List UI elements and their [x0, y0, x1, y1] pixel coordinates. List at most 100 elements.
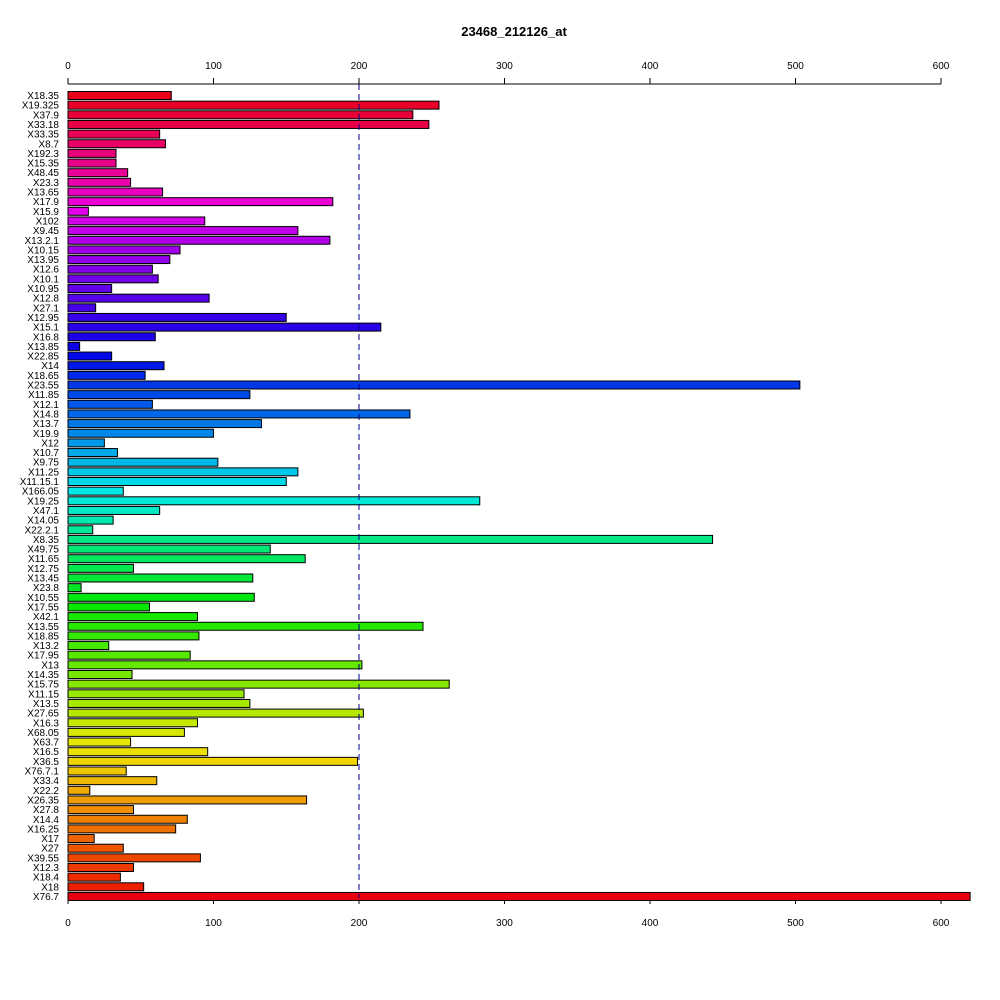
- category-label: X16.3: [33, 718, 60, 729]
- bar: [67, 380, 801, 390]
- bar: [67, 573, 254, 583]
- category-label: X18.65: [27, 371, 59, 382]
- bar: [67, 312, 287, 322]
- bar: [67, 727, 185, 737]
- bar: [67, 438, 105, 448]
- bar: [67, 834, 95, 844]
- bar: [67, 187, 164, 197]
- category-label: X19.25: [27, 496, 59, 507]
- category-label: X13.85: [27, 342, 59, 353]
- bar: [67, 255, 171, 265]
- bar: [67, 322, 382, 332]
- bar: [67, 100, 440, 110]
- category-label: X18: [41, 882, 59, 893]
- bar: [67, 563, 134, 573]
- category-label: X13.55: [27, 622, 59, 633]
- category-label: X8.7: [38, 139, 59, 150]
- tick-label: 200: [351, 61, 368, 72]
- category-label: X16.5: [33, 747, 60, 758]
- bar: [67, 206, 89, 216]
- category-label: X63.7: [33, 738, 60, 749]
- tick-label: 100: [205, 61, 222, 72]
- category-label: X11.15.1: [20, 477, 60, 488]
- category-label: X12.75: [27, 564, 59, 575]
- category-label: X10.95: [27, 284, 59, 295]
- category-label: X18.4: [33, 873, 60, 884]
- bar: [67, 351, 113, 361]
- bar: [67, 785, 91, 795]
- category-label: X192.3: [27, 149, 59, 160]
- tick-label: 500: [787, 61, 804, 72]
- tick-label: 0: [65, 918, 71, 929]
- category-label: X16.8: [33, 332, 60, 343]
- tick-label: 600: [933, 918, 950, 929]
- tick-label: 100: [205, 918, 222, 929]
- category-label: X23.3: [33, 178, 60, 189]
- bar: [67, 814, 188, 824]
- bar: [67, 110, 414, 120]
- tick-label: 500: [787, 918, 804, 929]
- bar: [67, 332, 156, 342]
- category-label: X11.25: [28, 467, 59, 478]
- category-label: X10.15: [27, 245, 59, 256]
- bar: [67, 650, 191, 660]
- category-label: X23.8: [33, 583, 60, 594]
- bar: [67, 621, 424, 631]
- category-label: X12.6: [33, 265, 60, 276]
- bar: [67, 882, 145, 892]
- bar: [67, 602, 150, 612]
- top-axis: 0 100 200 300 400 500 600: [65, 61, 950, 85]
- category-label: X42.1: [33, 612, 60, 623]
- category-label: X10.1: [33, 274, 60, 285]
- bar: [67, 525, 94, 535]
- tick-label: 400: [642, 61, 659, 72]
- bar: [67, 689, 245, 699]
- category-label: X15.9: [33, 207, 60, 218]
- category-label: X12.3: [33, 863, 60, 874]
- category-label: X11.15: [28, 689, 59, 700]
- bar: [67, 428, 214, 438]
- category-label: X16.25: [27, 824, 59, 835]
- category-label: X13.45: [27, 574, 59, 585]
- category-label: X12.1: [33, 400, 60, 411]
- category-label: X13.95: [27, 255, 59, 266]
- tick-label: 300: [496, 61, 513, 72]
- bar: [67, 303, 97, 313]
- bar: [67, 361, 165, 371]
- category-label: X13.7: [33, 419, 60, 430]
- bar: [67, 457, 219, 467]
- category-label: X17: [41, 834, 59, 845]
- category-label: X19.325: [22, 101, 60, 112]
- bars-group: [67, 91, 971, 901]
- bar: [67, 216, 206, 226]
- bar: [67, 698, 251, 708]
- bar: [67, 756, 359, 766]
- bar: [67, 264, 153, 274]
- category-labels: X18.35X19.325X37.9X33.18X33.35X8.7X192.3…: [20, 91, 60, 903]
- bottom-axis: 0 100 200 300 400 500 600: [65, 897, 950, 929]
- category-label: X15.75: [27, 680, 59, 691]
- category-label: X33.4: [33, 776, 60, 787]
- tick-label: 400: [642, 918, 659, 929]
- category-label: X33.35: [27, 130, 59, 141]
- bar: [67, 583, 82, 593]
- bar: [67, 554, 306, 564]
- category-label: X27.8: [33, 805, 60, 816]
- category-label: X22.85: [27, 352, 59, 363]
- category-label: X27.65: [27, 709, 59, 720]
- bar: [67, 515, 114, 525]
- category-label: X13.2: [33, 641, 60, 652]
- category-label: X13: [41, 660, 59, 671]
- bar: [67, 747, 209, 757]
- bar: [67, 679, 450, 689]
- category-label: X9.75: [33, 458, 60, 469]
- bar: [67, 766, 127, 776]
- category-label: X23.55: [27, 381, 59, 392]
- bar: [67, 872, 121, 882]
- bar: [67, 91, 172, 100]
- category-label: X18.35: [27, 91, 59, 102]
- category-label: X37.9: [33, 110, 60, 121]
- bar: [67, 226, 299, 236]
- category-label: X17.55: [27, 602, 59, 613]
- bar: [67, 467, 299, 477]
